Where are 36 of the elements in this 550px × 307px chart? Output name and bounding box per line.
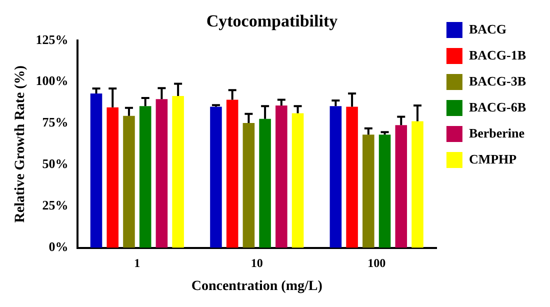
legend-label: Berberine	[468, 125, 525, 140]
y-tick-label: 0%	[48, 239, 68, 254]
bar	[123, 116, 135, 248]
y-axis-title: Relative Growth Rate (%)	[13, 65, 28, 223]
y-tick-label: 25%	[42, 198, 68, 213]
bar	[259, 118, 271, 248]
y-tick-label: 100%	[36, 73, 68, 88]
bar	[172, 96, 184, 248]
bar	[210, 106, 222, 248]
bar	[139, 106, 152, 248]
legend-label: CMPHP	[468, 151, 517, 166]
bar	[346, 106, 358, 248]
bar	[412, 121, 424, 248]
y-tick-label: 50%	[42, 156, 68, 172]
y-tick-label: 75%	[42, 114, 68, 130]
bar	[330, 106, 342, 248]
bar	[292, 113, 304, 248]
x-tick-label: 100	[368, 256, 386, 270]
bar	[90, 93, 102, 248]
x-tick-label: 1	[134, 256, 140, 270]
chart-title: Cytocompatibility	[206, 12, 338, 31]
bar	[276, 105, 288, 248]
legend-label: BACG-6B	[468, 99, 526, 114]
bar	[395, 125, 408, 248]
legend-label: BACG-1B	[468, 47, 526, 62]
legend-label: BACG-3B	[468, 73, 526, 88]
legend-label: BACG	[468, 21, 507, 36]
x-axis-title: Concentration (mg/L)	[191, 279, 323, 294]
y-tick-label: 125%	[36, 32, 68, 47]
bar	[378, 134, 391, 248]
bar	[242, 123, 255, 248]
bar	[226, 100, 238, 248]
bar	[106, 107, 119, 248]
bar	[362, 134, 374, 248]
x-tick-label: 10	[250, 256, 263, 270]
bar	[156, 99, 168, 248]
